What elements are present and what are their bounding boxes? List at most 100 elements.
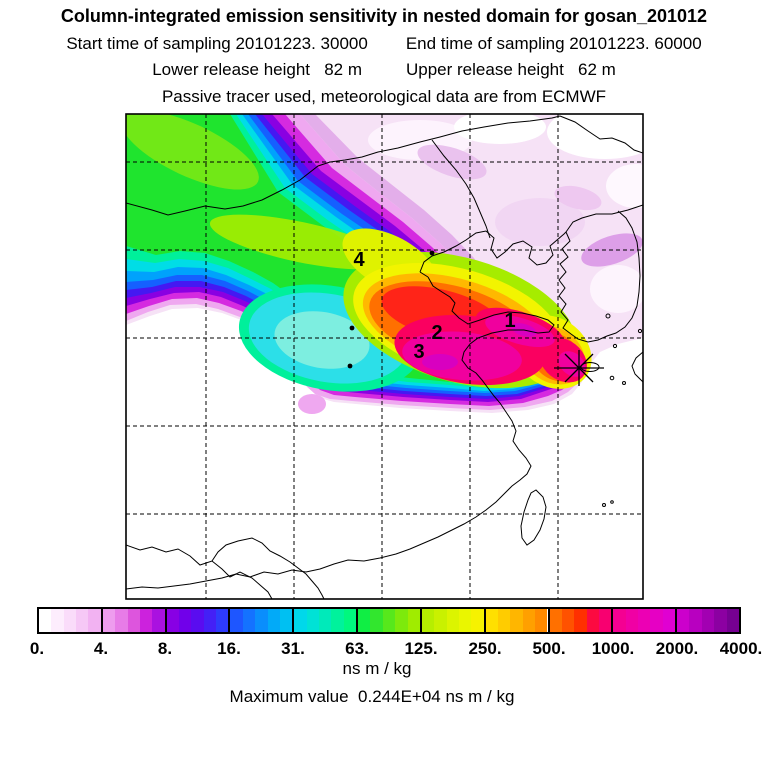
city-dots	[347, 250, 435, 369]
colorbar-segment-0	[39, 609, 101, 632]
end-time-text: End time of sampling 20101223. 60000	[405, 34, 702, 53]
city-dot	[349, 325, 355, 331]
page-title: Column-integrated emission sensitivity i…	[60, 6, 708, 26]
colorbar-cell	[331, 609, 344, 632]
colorbar-cell	[689, 609, 702, 632]
colorbar-cell	[434, 609, 447, 632]
graticule	[126, 114, 643, 599]
colorbar-cell	[152, 609, 165, 632]
colorbar-cell	[471, 609, 484, 632]
colorbar-segment-8	[547, 609, 612, 632]
city-dot	[429, 250, 435, 256]
colorbar-cell	[726, 609, 739, 632]
colorbar-cell	[421, 609, 435, 632]
colorbar-cell	[51, 609, 64, 632]
colorbar-cell	[318, 609, 332, 632]
colorbar-cell	[203, 609, 217, 632]
colorbar-segment-3	[228, 609, 293, 632]
jeju-island-outline	[580, 362, 600, 372]
colorbar-tick-250: 250.	[468, 639, 502, 658]
colorbar-cell	[242, 609, 256, 632]
colorbar-cell	[382, 609, 396, 632]
colorbar-cell	[498, 609, 511, 632]
colorbar-cell	[370, 609, 383, 632]
colorbar-cell	[625, 609, 639, 632]
colorbar-cell	[535, 609, 548, 632]
colorbar-tick-31: 31.	[281, 639, 305, 658]
colorbar-tick-0: 0.	[29, 639, 45, 658]
colorbar-segment-10	[675, 609, 739, 632]
colorbar-tick-4: 4.	[93, 639, 109, 658]
colorbar-segment-5	[356, 609, 420, 632]
colorbar-cell	[613, 609, 626, 632]
colorbar-tick-1000: 1000.	[591, 639, 635, 658]
colorbar-cell	[127, 609, 140, 632]
plume-field	[126, 114, 643, 599]
release-height-line: Lower release height 82 m Upper release …	[0, 60, 768, 80]
colorbar-cell	[306, 609, 319, 632]
colorbar-cell	[255, 609, 268, 632]
colorbar-segment-4	[292, 609, 357, 632]
station-star-icon	[554, 350, 604, 386]
colorbar-cell	[638, 609, 651, 632]
colorbar-cell	[446, 609, 459, 632]
colorbar-cell	[549, 609, 562, 632]
upper-release-text: Upper release height 62 m	[406, 60, 616, 79]
city-dot	[347, 363, 353, 369]
colorbar-cell	[650, 609, 663, 632]
colorbar-tick-4000: 4000.	[719, 639, 763, 658]
colorbar-cell	[102, 609, 116, 632]
colorbar-cell	[115, 609, 128, 632]
colorbar-cell	[510, 609, 523, 632]
colorbar-cell	[191, 609, 204, 632]
colorbar-cell	[88, 609, 101, 632]
colorbar-tick-8: 8.	[157, 639, 173, 658]
colorbar-segment-1	[100, 609, 165, 632]
colorbar-tick-63: 63.	[345, 639, 369, 658]
colorbar-cell	[358, 609, 371, 632]
colorbar-cell	[586, 609, 599, 632]
colorbar-cell	[574, 609, 587, 632]
sampling-time-line: Start time of sampling 20101223. 30000 E…	[0, 34, 768, 54]
colorbar-segment-6	[419, 609, 484, 632]
colorbar	[37, 607, 741, 634]
map-point-label-3: 3	[413, 341, 425, 363]
colorbar-cell	[485, 609, 499, 632]
start-time-text: Start time of sampling 20101223. 30000	[66, 34, 368, 53]
colorbar-cell	[561, 609, 575, 632]
colorbar-cell	[677, 609, 690, 632]
colorbar-tick-16: 16.	[217, 639, 241, 658]
map-frame	[125, 113, 644, 600]
colorbar-cell	[343, 609, 357, 632]
tracer-meteo-text: Passive tracer used, meteorological data…	[161, 87, 607, 106]
colorbar-segment-2	[164, 609, 229, 632]
map-point-label-2: 2	[431, 322, 443, 344]
lower-release-text: Lower release height 82 m	[152, 60, 362, 79]
colorbar-segment-7	[483, 609, 548, 632]
colorbar-cell	[267, 609, 280, 632]
max-value-label: Maximum value 0.244E+04 ns m / kg	[229, 687, 515, 706]
colorbar-cell	[701, 609, 715, 632]
colorbar-tick-2000: 2000.	[655, 639, 699, 658]
colorbar-cell	[598, 609, 612, 632]
colorbar-cell	[458, 609, 472, 632]
colorbar-cell	[407, 609, 420, 632]
colorbar-cell	[139, 609, 153, 632]
colorbar-cell	[714, 609, 727, 632]
colorbar-cell	[395, 609, 408, 632]
colorbar-segment-9	[611, 609, 676, 632]
colorbar-cell	[662, 609, 676, 632]
colorbar-cell	[63, 609, 77, 632]
colorbar-cell	[230, 609, 243, 632]
colorbar-cell	[166, 609, 179, 632]
colorbar-tick-125: 125.	[404, 639, 438, 658]
colorbar-cell	[294, 609, 307, 632]
colorbar-cell	[216, 609, 229, 632]
colorbar-cell	[522, 609, 536, 632]
colorbar-units-label: ns m / kg	[342, 659, 412, 678]
colorbar-cell	[279, 609, 293, 632]
colorbar-tick-500: 500.	[532, 639, 566, 658]
colorbar-cell	[178, 609, 192, 632]
map-point-label-4: 4	[353, 249, 365, 271]
